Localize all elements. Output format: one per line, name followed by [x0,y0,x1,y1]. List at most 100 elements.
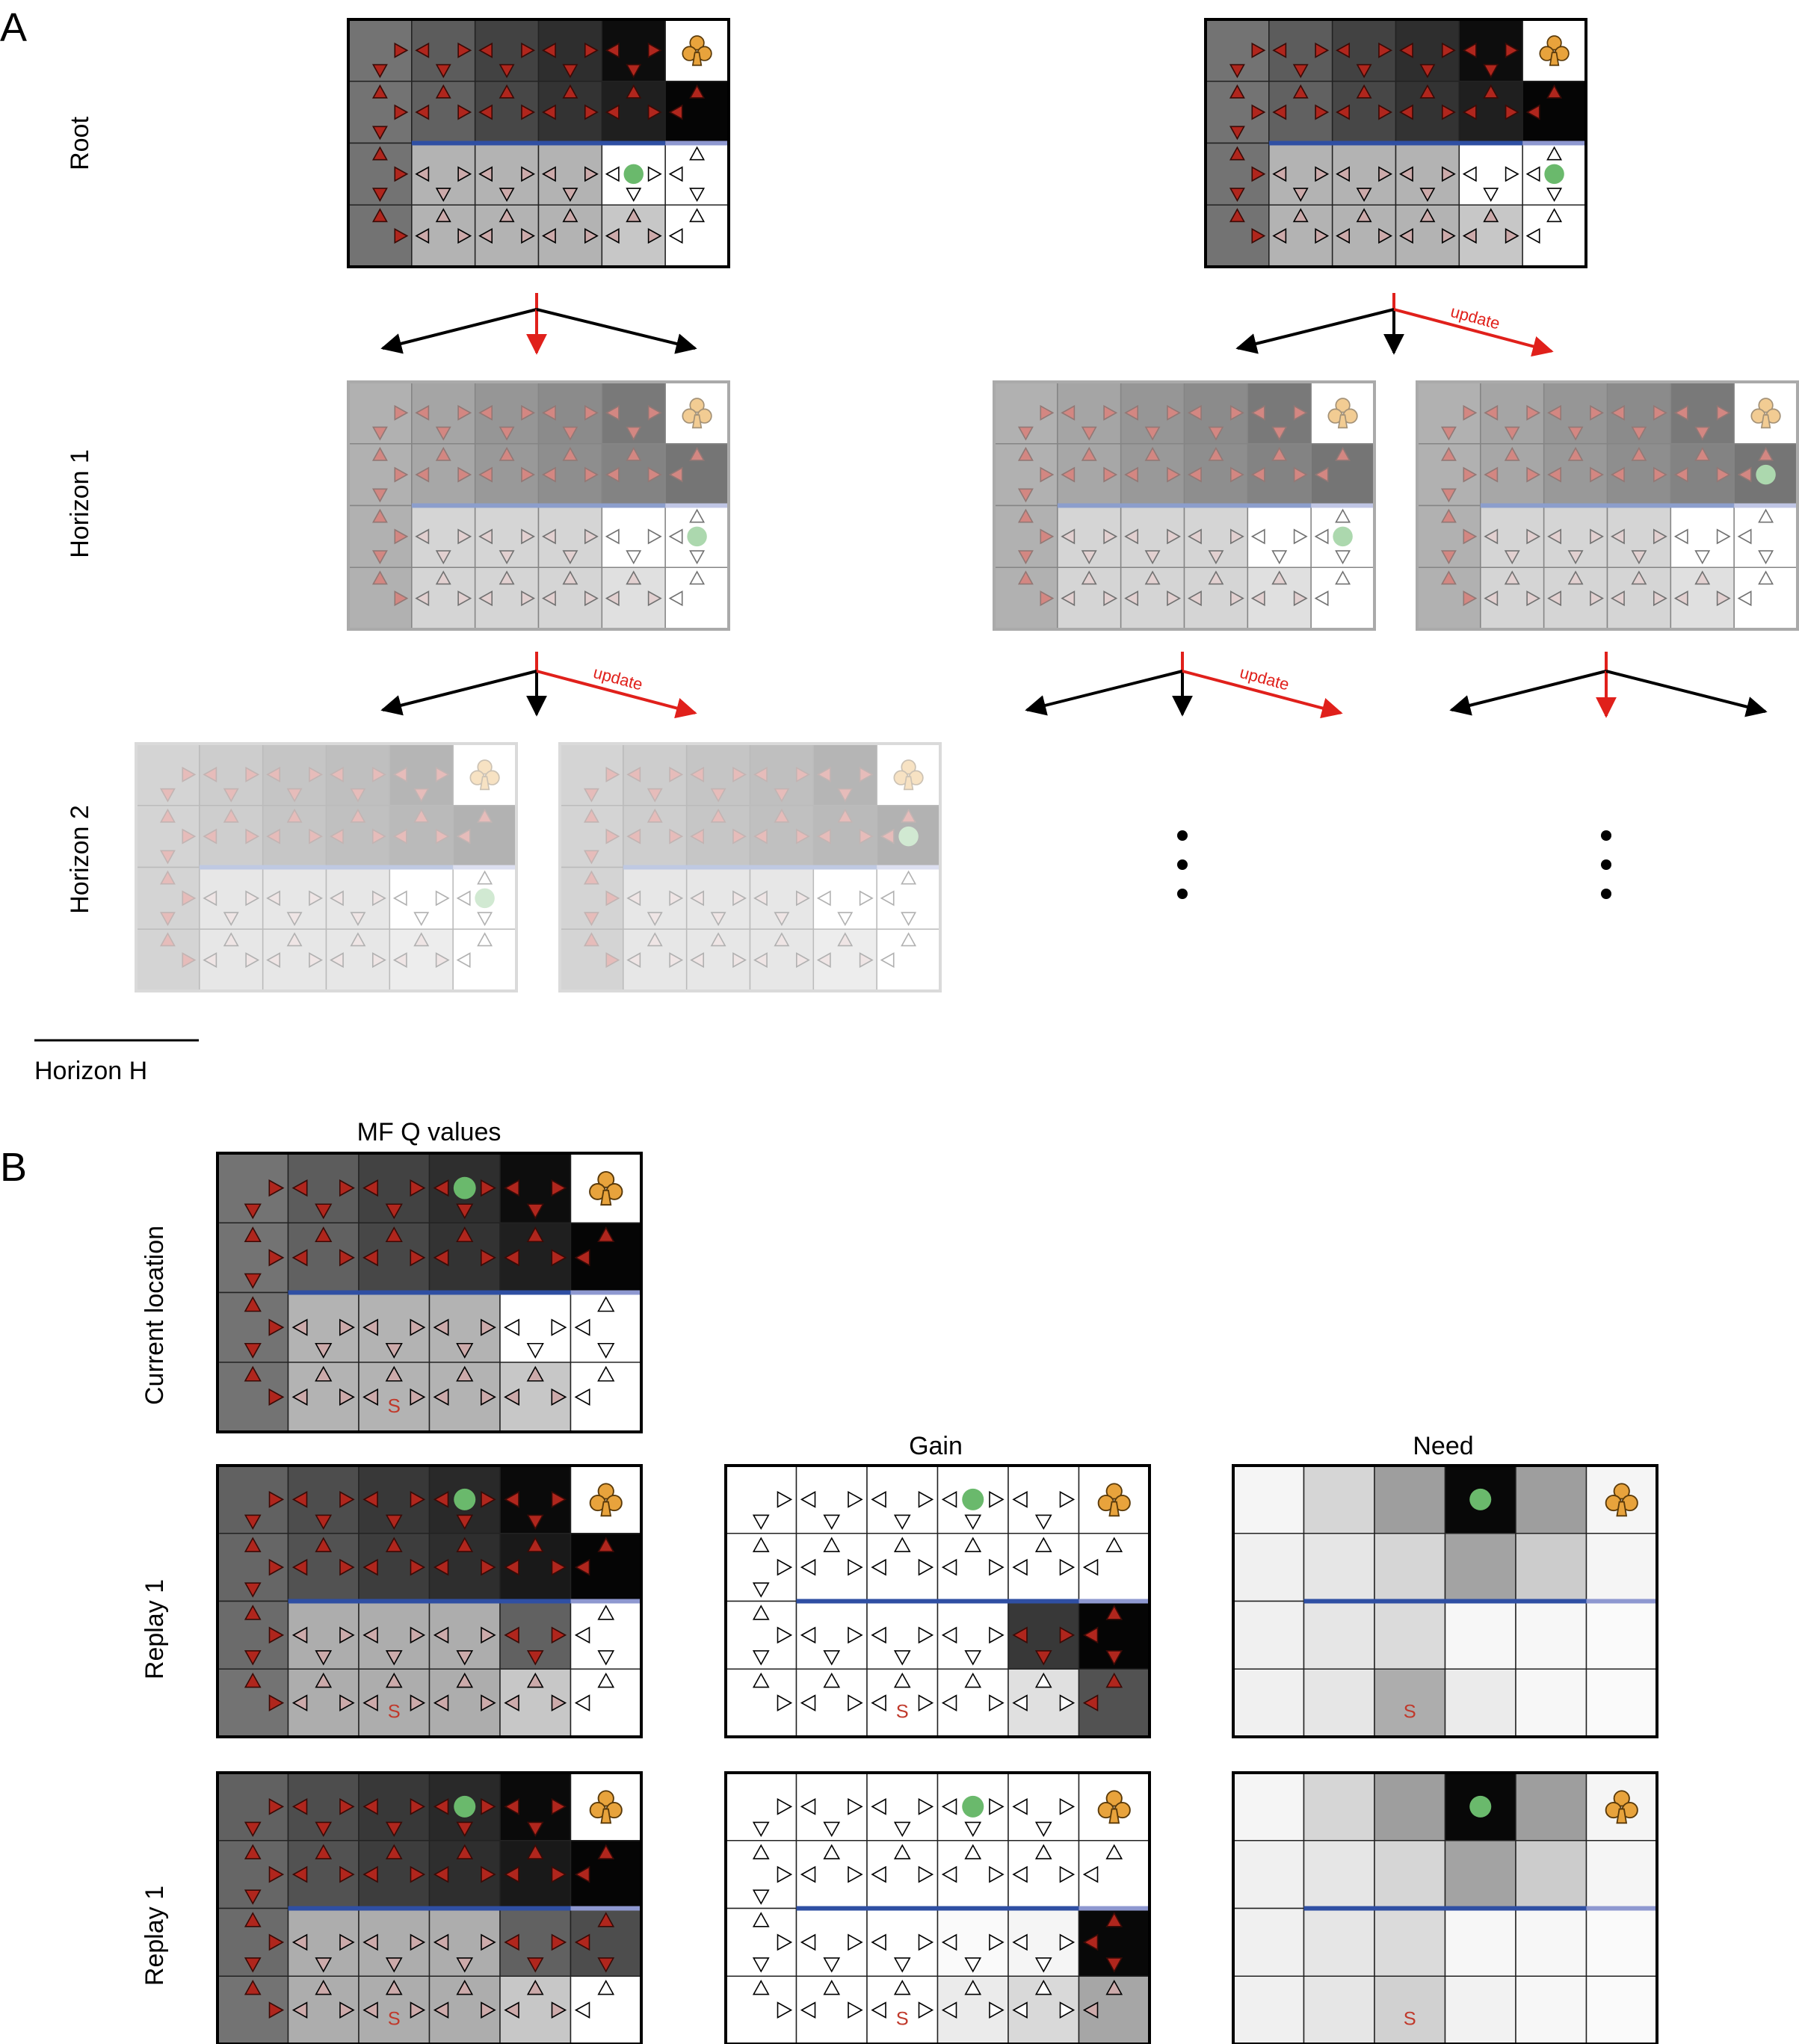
action-arrow [583,870,599,885]
maze-cell [1515,1907,1587,1977]
action-arrow [499,208,515,223]
action-arrow [1419,208,1436,223]
action-arrow [669,828,684,845]
action-arrow [1419,64,1436,78]
action-arrow [477,932,493,947]
action-arrow [574,1388,590,1406]
action-arrow [871,1933,886,1951]
action-arrow [1105,1912,1123,1927]
action-arrow [291,1798,308,1815]
action-arrow [268,1865,285,1883]
action-arrow [268,1694,285,1711]
action-arrow [435,550,451,565]
action-arrow [457,404,472,421]
action-arrow [710,788,726,803]
action-arrow [1547,528,1562,545]
maze-cell [452,805,517,868]
maze-cell [559,805,624,868]
action-arrow [362,1865,378,1883]
maze-cell [1444,1533,1516,1602]
maze-cell [1303,1907,1375,1977]
action-arrow [989,1865,1005,1883]
action-arrow [1059,1558,1076,1576]
action-arrow [1315,42,1330,58]
action-arrow [918,1694,934,1711]
action-arrow [435,952,450,969]
action-arrow [777,1626,793,1644]
action-arrow [542,404,556,421]
action-arrow [1229,146,1245,161]
action-arrow [339,1491,355,1508]
action-arrow [480,1318,496,1336]
action-arrow [626,550,642,565]
action-arrow [647,932,663,947]
action-arrow [526,1226,544,1243]
action-arrow [1483,188,1499,203]
maze-cell [452,928,517,992]
action-arrow [504,1626,519,1644]
action-arrow [1758,508,1774,523]
action-arrow [1188,466,1202,483]
action-arrow [457,42,472,58]
action-arrow [385,1650,403,1666]
action-arrow [1546,188,1563,203]
action-arrow [689,146,706,161]
action-arrow [266,766,281,782]
action-arrow [1440,550,1457,565]
maze-cell [135,928,200,992]
action-arrow [1590,466,1604,483]
action-arrow [597,1957,615,1973]
action-arrow [551,1179,567,1197]
action-arrow [777,1694,793,1711]
maze-cell [623,743,688,806]
action-arrow [584,466,599,483]
action-arrow [339,1933,355,1951]
maze-cell [812,743,877,806]
action-arrow [626,84,642,99]
action-arrow [584,528,599,545]
action-arrow [605,466,620,483]
action-arrow [1378,104,1392,120]
maze-cell [1585,1840,1658,1909]
maze-cell [812,928,877,992]
action-arrow [1251,104,1266,120]
action-arrow [415,528,430,545]
action-arrow [626,570,642,585]
maze-cell [1444,1907,1516,1977]
agent-marker [1469,1795,1492,1818]
action-arrow [1419,188,1436,203]
action-arrow [245,828,260,845]
action-arrow [394,166,409,182]
maze-cell [389,805,454,868]
maze-cell [389,928,454,992]
action-arrow [521,404,535,421]
action-arrow [941,1626,957,1644]
action-arrow [339,1558,355,1576]
action-arrow [478,528,493,545]
action-arrow [244,1650,262,1666]
action-arrow [1293,466,1308,483]
action-arrow [371,766,386,782]
action-arrow [795,828,810,845]
action-arrow [823,1514,841,1531]
action-arrow [732,952,747,969]
action-arrow [689,208,706,223]
action-arrow [597,1844,615,1859]
action-arrow [1012,1933,1028,1951]
action-arrow [244,1226,262,1243]
action-arrow [1144,426,1161,441]
action-arrow [456,1844,474,1859]
action-arrow [1293,590,1308,607]
action-arrow [268,1558,285,1576]
action-arrow [478,590,493,607]
action-arrow [1251,42,1266,58]
action-arrow [315,1957,333,1973]
action-arrow [415,228,430,244]
action-arrow [1463,590,1478,607]
action-arrow [1081,570,1097,585]
maze-cell [1232,1600,1305,1670]
action-arrow [752,1912,770,1927]
action-arrow [433,1491,449,1508]
action-arrow [350,912,366,927]
action-arrow [823,1979,841,1995]
